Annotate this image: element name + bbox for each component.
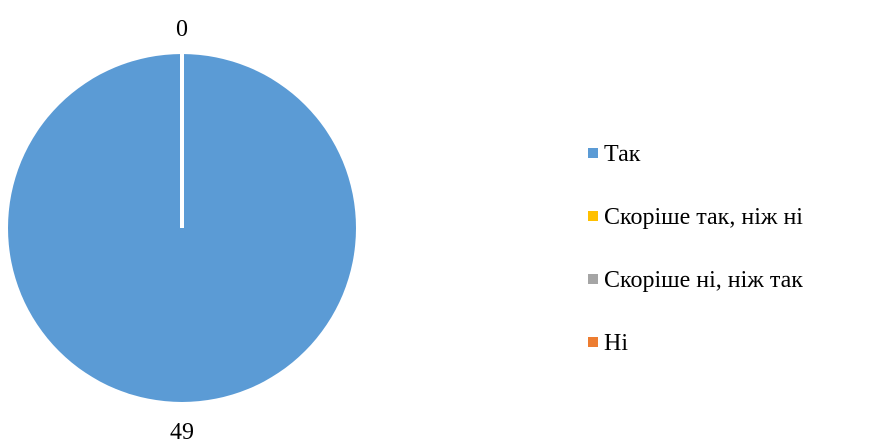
- legend-swatch-tak: [588, 148, 598, 158]
- legend-item-skorishe-ni: Скоріше ні, ніж так: [588, 267, 803, 293]
- legend-swatch-skorishe-tak: [588, 211, 598, 221]
- legend-item-tak: Так: [588, 141, 641, 167]
- legend-label-skorishe-tak: Скоріше так, ніж ні: [604, 204, 803, 230]
- legend-item-ni: Ні: [588, 330, 628, 356]
- legend-swatch-skorishe-ni: [588, 274, 598, 284]
- legend-item-skorishe-tak: Скоріше так, ніж ні: [588, 204, 803, 230]
- legend-label-tak: Так: [604, 141, 641, 167]
- legend-label-ni: Ні: [604, 330, 628, 356]
- data-label-tak: 49: [170, 419, 194, 445]
- legend: Так Скоріше так, ніж ні Скоріше ні, ніж …: [588, 141, 803, 356]
- legend-swatch-ni: [588, 337, 598, 347]
- data-label-zero: 0: [176, 16, 188, 42]
- legend-label-skorishe-ni: Скоріше ні, ніж так: [604, 267, 803, 293]
